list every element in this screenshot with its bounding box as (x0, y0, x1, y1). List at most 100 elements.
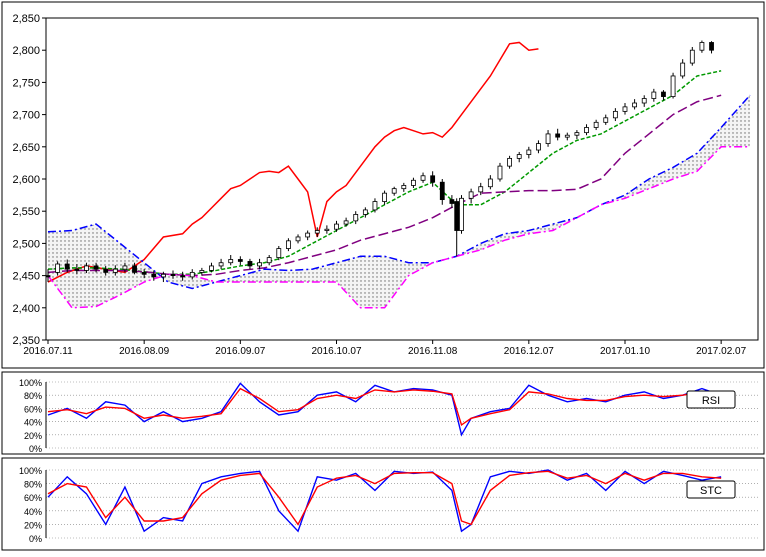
stc-y-tick-label: 20% (24, 520, 42, 530)
x-tick-label: 2016.08.09 (119, 346, 169, 357)
candle-body (487, 178, 493, 188)
rsi-series-line-2 (47, 387, 722, 427)
candle-body (170, 273, 176, 277)
candle-body (74, 268, 80, 271)
candle-body (247, 261, 253, 267)
candle-body (584, 127, 589, 134)
candle-body (122, 265, 128, 270)
candle-body (228, 259, 234, 264)
stc-label-box (686, 480, 736, 499)
candle-body (84, 265, 89, 271)
candle-body (266, 257, 272, 264)
candle-body (112, 268, 118, 273)
candle-body (454, 201, 460, 231)
y-tick-label: 2,750 (12, 77, 40, 89)
stc-y-tick-label: 80% (24, 480, 42, 490)
x-tick-label: 2017.01.10 (600, 346, 650, 357)
candle-body (622, 106, 628, 112)
candle-body (93, 265, 99, 270)
candle-body (353, 214, 359, 222)
candle-body (612, 110, 618, 119)
candle-body (382, 192, 387, 202)
y-tick-label: 2,550 (12, 206, 40, 218)
rsi-y-tick-label: 60% (24, 404, 42, 414)
stc-series-line-1 (47, 469, 722, 533)
stc-panel-frame (1, 457, 765, 551)
candle-body (536, 143, 541, 151)
candle-body (334, 223, 339, 230)
y-tick-label: 2,700 (12, 110, 40, 122)
candle-body (160, 273, 166, 278)
candle-body (641, 98, 647, 104)
candle-body (680, 62, 686, 77)
stc-y-tick-label: 40% (24, 507, 42, 517)
y-tick-label: 2,850 (12, 13, 40, 25)
base-line (47, 94, 722, 277)
rsi-y-tick-label: 0% (29, 444, 42, 454)
price-panel: 2,350 2,400 2,450 2,500 2,550 2,600 2,650 2,700… (1, 1, 765, 369)
candle-body (189, 271, 195, 278)
candle-body (632, 102, 638, 108)
candle-body (199, 270, 205, 273)
stc-y-tick-label: 60% (24, 493, 42, 503)
candle-body (257, 262, 262, 267)
candle-body (526, 149, 532, 155)
candle-body (603, 117, 609, 123)
candle-body (314, 230, 320, 234)
candle-body (468, 191, 474, 199)
candle-body (545, 133, 551, 144)
candle-body (343, 220, 349, 225)
candle-body (324, 228, 330, 231)
candle-body (564, 134, 570, 138)
x-tick-label: 2016.10.07 (311, 346, 361, 357)
candle-body (497, 165, 503, 180)
candle-body (449, 199, 455, 204)
candle-body (180, 275, 186, 278)
candle-body (574, 132, 580, 136)
rsi-panel: 100% 80% 60% 40% 20% 0% RSI (1, 371, 765, 455)
rsi-y-tick-label: 100% (19, 378, 42, 388)
y-tick-label: 2,450 (12, 271, 40, 283)
candle-body (670, 75, 676, 97)
candle-body (286, 240, 291, 249)
y-tick-label: 2,650 (12, 142, 40, 154)
candle-body (276, 248, 282, 258)
rsi-y-tick-label: 20% (24, 431, 42, 441)
stc-panel: 100% 80% 60% 40% 20% 0% STC (1, 457, 765, 551)
y-tick-label: 2,600 (12, 174, 40, 186)
candle-body (593, 121, 599, 128)
candle-body (305, 232, 311, 238)
x-tick-label: 2016.07.11 (23, 346, 73, 357)
rsi-y-tick-label: 40% (24, 418, 42, 428)
candle-body (401, 185, 407, 190)
candle-body (507, 157, 512, 167)
candle-body (372, 201, 378, 211)
candle-body (699, 42, 705, 51)
candle-body (141, 271, 147, 275)
x-tick-label: 2016.11.08 (408, 346, 458, 357)
lagging-span-line (47, 41, 539, 283)
candle-body (411, 179, 416, 186)
x-tick-label: 2017.02.07 (696, 346, 746, 357)
y-tick-label: 2,800 (12, 45, 40, 57)
candle-body (64, 263, 70, 270)
candle-body (209, 265, 214, 271)
y-tick-label: 2,500 (12, 238, 40, 250)
rsi-label: RSI (702, 395, 720, 407)
stc-y-tick-label: 0% (29, 534, 42, 544)
candle-body (516, 154, 522, 159)
candle-body (661, 91, 666, 97)
rsi-panel-frame (1, 371, 765, 455)
x-tick-label: 2016.09.07 (215, 346, 265, 357)
candle-body (689, 49, 695, 64)
candle-body (555, 133, 561, 138)
candle-body (151, 273, 157, 278)
x-tick-label: 2016.12.07 (504, 346, 554, 357)
candle-body (237, 259, 243, 262)
candle-body (132, 265, 137, 273)
candle-body (709, 42, 714, 51)
stc-label: STC (700, 485, 722, 497)
candle-body (55, 263, 61, 273)
candle-body (651, 91, 657, 99)
